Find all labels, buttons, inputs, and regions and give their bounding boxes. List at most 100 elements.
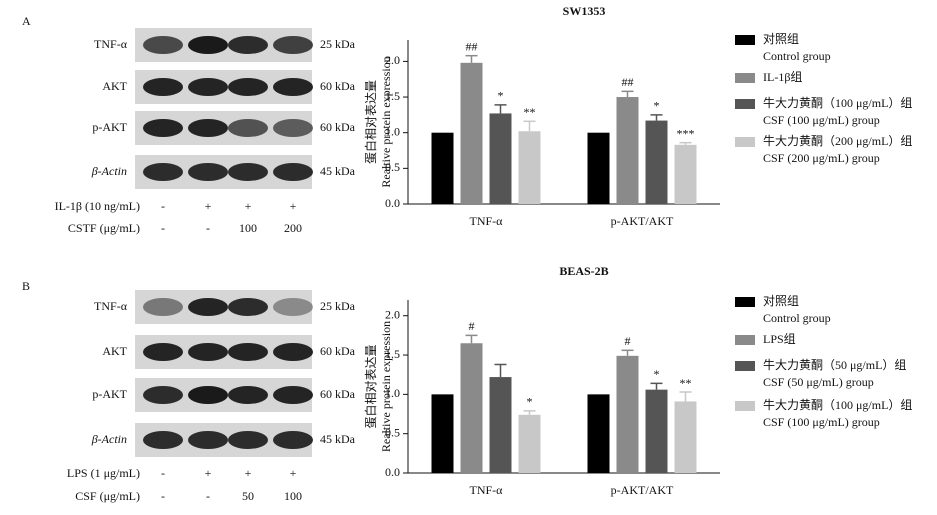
y-axis-label: Realtive protein expression [379,321,393,452]
legend-label: IL-1β组 [763,70,802,84]
legend-label-en: CSF (50 μg/mL) group [763,375,874,389]
blot-size: 60 kDa [320,344,356,358]
legend-label-en: Control group [763,49,831,63]
significance-label: # [469,319,475,333]
legend-label-en: CSF (200 μg/mL) group [763,151,880,165]
x-tick-label: TNF-α [470,483,504,497]
treatment-value: 50 [242,489,254,503]
legend-label: 牛大力黄酮（50 μg/mL）组 [763,357,906,372]
blot-label: p-AKT [92,120,127,134]
blot-band [228,431,268,449]
treatment-value: 200 [284,221,302,235]
blot-band [228,386,268,404]
blot-band [143,298,183,316]
blot-band [228,119,268,137]
bar [460,343,483,473]
bar [431,132,454,204]
treatment-value: - [161,489,165,503]
legend-swatch [735,335,755,345]
y-tick-label: 0.0 [385,465,400,479]
y-axis-label: 蛋白相对表达量 [363,80,378,164]
treatment-value: + [205,199,212,213]
blot-band [143,36,183,54]
y-tick-label: 1.0 [385,386,400,400]
blot-band [143,431,183,449]
significance-label: ## [622,75,634,89]
significance-label: * [498,89,504,103]
blot-band [188,78,228,96]
significance-label: * [654,367,660,381]
blot-band [143,343,183,361]
treatment-label: CSTF (μg/mL) [68,221,140,235]
treatment-label: LPS (1 μg/mL) [67,466,140,480]
treatment-value: 100 [284,489,302,503]
treatment-value: + [245,466,252,480]
blot-band [188,386,228,404]
legend-label: 对照组 [763,32,799,46]
chart-title: SW1353 [563,4,606,18]
blot-band [273,119,313,137]
significance-label: * [527,395,533,409]
significance-label: * [654,99,660,113]
bar [587,132,610,204]
blot-size: 45 kDa [320,432,356,446]
panel-label: B [22,279,30,293]
treatment-value: - [206,489,210,503]
legend-label-en: CSF (100 μg/mL) group [763,113,880,127]
blot-band [143,163,183,181]
blot-label: TNF-α [94,299,128,313]
bar [431,394,454,473]
blot-band [273,163,313,181]
blot-size: 45 kDa [320,164,356,178]
x-tick-label: TNF-α [470,214,504,228]
blot-band [143,78,183,96]
treatment-value: 100 [239,221,257,235]
y-tick-label: 0.0 [385,196,400,210]
blot-band [228,163,268,181]
bar [460,62,483,205]
y-axis-label: 蛋白相对表达量 [363,344,378,428]
bar [645,120,668,204]
blot-band [143,386,183,404]
bar [616,355,639,473]
y-tick-label: 1.0 [385,124,400,138]
x-tick-label: p-AKT/AKT [611,214,674,228]
blot-band [273,343,313,361]
blot-band [143,119,183,137]
legend-swatch [735,73,755,83]
legend-swatch [735,35,755,45]
legend-swatch [735,361,755,371]
y-tick-label: 1.5 [385,347,400,361]
legend-label: 对照组 [763,294,799,308]
blot-label: TNF-α [94,37,128,51]
blot-band [273,36,313,54]
treatment-value: - [161,221,165,235]
blot-size: 25 kDa [320,299,356,313]
bar [674,401,697,473]
legend-label: 牛大力黄酮（200 μg/mL）组 [763,133,912,148]
blot-label: AKT [102,344,127,358]
treatment-value: + [205,466,212,480]
bar [518,414,541,473]
y-tick-label: 2.0 [385,307,400,321]
blot-label: AKT [102,79,127,93]
blot-band [228,78,268,96]
x-tick-label: p-AKT/AKT [611,483,674,497]
blot-size: 25 kDa [320,37,356,51]
blot-label: β-Actin [91,432,127,446]
legend-label: 牛大力黄酮（100 μg/mL）组 [763,95,912,110]
legend-label-en: CSF (100 μg/mL) group [763,415,880,429]
blot-size: 60 kDa [320,79,356,93]
legend-swatch [735,297,755,307]
significance-label: # [625,334,631,348]
y-tick-label: 2.0 [385,53,400,67]
legend-label: 牛大力黄酮（100 μg/mL）组 [763,397,912,412]
blot-band [228,343,268,361]
blot-band [273,386,313,404]
treatment-value: + [290,466,297,480]
bar [518,131,541,204]
blot-size: 60 kDa [320,120,356,134]
significance-label: *** [677,126,695,140]
significance-label: ** [680,376,692,390]
bar [674,144,697,204]
